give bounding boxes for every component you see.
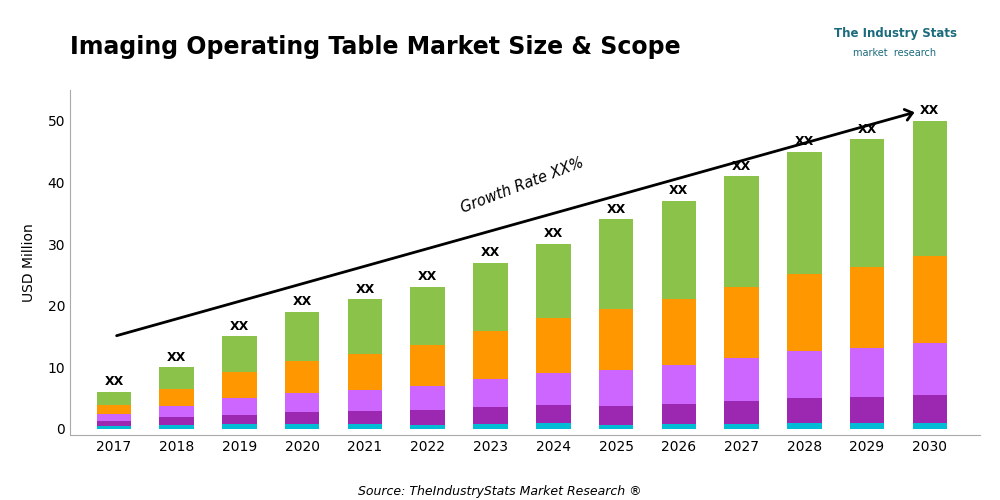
Bar	[285, 392, 319, 412]
Bar	[97, 414, 131, 422]
Bar	[285, 361, 319, 392]
Bar	[662, 299, 696, 365]
Bar	[285, 412, 319, 424]
Bar	[159, 389, 194, 406]
Bar	[850, 397, 884, 423]
Bar	[850, 423, 884, 429]
Text: XX: XX	[795, 135, 814, 148]
Bar	[285, 312, 319, 361]
Bar	[222, 398, 257, 415]
Bar	[473, 330, 508, 379]
Bar	[599, 406, 633, 424]
Text: XX: XX	[920, 104, 939, 117]
Bar	[159, 367, 194, 389]
Bar	[97, 426, 131, 429]
Bar	[222, 424, 257, 429]
Bar	[410, 424, 445, 429]
Bar	[724, 288, 759, 358]
Bar	[410, 345, 445, 387]
Bar	[850, 266, 884, 348]
Bar	[159, 406, 194, 417]
Bar	[724, 176, 759, 288]
Bar	[913, 342, 947, 395]
Bar	[97, 405, 131, 414]
Bar	[787, 274, 822, 351]
Bar	[913, 422, 947, 429]
Bar	[536, 374, 571, 405]
Text: Source: TheIndustryStats Market Research ®: Source: TheIndustryStats Market Research…	[358, 485, 642, 498]
Bar	[222, 336, 257, 372]
Bar	[159, 424, 194, 429]
Bar	[348, 300, 382, 354]
Bar	[222, 415, 257, 424]
Bar	[599, 310, 633, 370]
Bar	[662, 424, 696, 429]
Bar	[348, 354, 382, 390]
Bar	[410, 386, 445, 410]
Bar	[850, 348, 884, 397]
Text: XX: XX	[481, 246, 500, 259]
Text: XX: XX	[544, 228, 563, 240]
Bar	[599, 370, 633, 406]
Text: XX: XX	[104, 375, 124, 388]
Text: XX: XX	[732, 160, 751, 172]
Bar	[787, 424, 822, 429]
Bar	[348, 410, 382, 424]
Bar	[662, 404, 696, 424]
Bar	[913, 256, 947, 342]
Bar	[536, 424, 571, 429]
Bar	[913, 395, 947, 422]
Bar	[536, 318, 571, 374]
Text: market  research: market research	[853, 48, 937, 58]
Bar	[222, 372, 257, 398]
Bar	[348, 390, 382, 410]
Text: XX: XX	[418, 270, 437, 283]
Bar	[473, 424, 508, 429]
Text: XX: XX	[167, 350, 186, 364]
Bar	[473, 407, 508, 424]
Bar	[724, 358, 759, 401]
Bar	[850, 140, 884, 266]
Text: XX: XX	[355, 283, 375, 296]
Bar	[285, 424, 319, 429]
Bar	[536, 405, 571, 423]
Bar	[662, 201, 696, 299]
Text: XX: XX	[293, 295, 312, 308]
Text: XX: XX	[606, 202, 626, 215]
Bar	[536, 244, 571, 318]
Bar	[724, 424, 759, 429]
Bar	[348, 424, 382, 429]
Bar	[662, 365, 696, 404]
Bar	[473, 262, 508, 330]
Bar	[599, 220, 633, 310]
Bar	[913, 121, 947, 256]
Text: Imaging Operating Table Market Size & Scope: Imaging Operating Table Market Size & Sc…	[70, 35, 681, 59]
Text: XX: XX	[230, 320, 249, 332]
Y-axis label: USD Million: USD Million	[22, 223, 36, 302]
Bar	[724, 401, 759, 424]
Bar	[159, 417, 194, 424]
Bar	[599, 424, 633, 429]
Text: Growth Rate XX%: Growth Rate XX%	[458, 156, 585, 216]
Text: The Industry Stats: The Industry Stats	[834, 28, 956, 40]
Bar	[97, 392, 131, 405]
Text: XX: XX	[669, 184, 688, 197]
Bar	[410, 410, 445, 424]
Bar	[787, 398, 822, 423]
Bar	[787, 351, 822, 399]
Bar	[97, 422, 131, 426]
Bar	[473, 379, 508, 407]
Bar	[787, 152, 822, 274]
Bar	[410, 287, 445, 345]
Text: XX: XX	[857, 122, 877, 136]
